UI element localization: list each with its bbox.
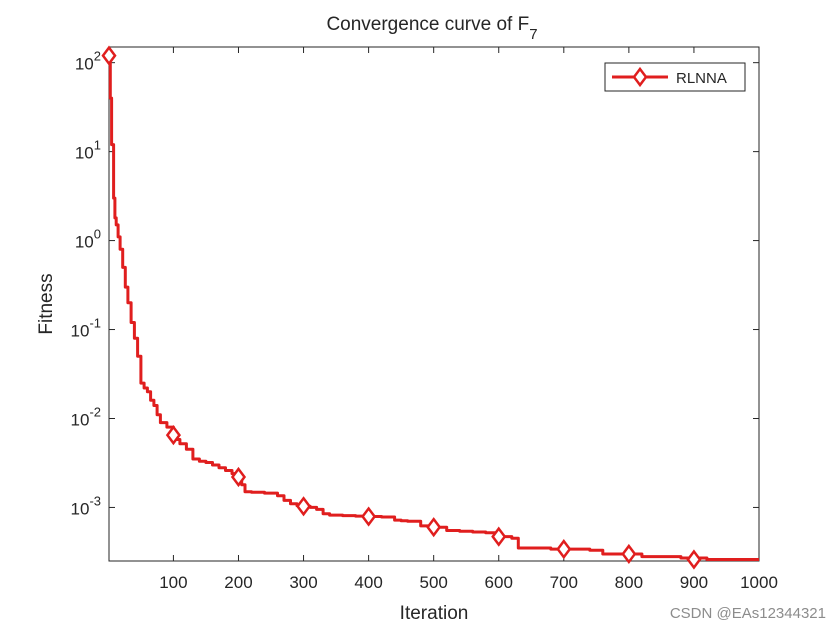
- x-tick-label: 200: [224, 573, 252, 592]
- legend-label-rlnna: RLNNA: [676, 70, 727, 87]
- x-tick-label: 400: [354, 573, 382, 592]
- data-marker: [361, 506, 377, 527]
- y-tick-label: 10-3: [71, 493, 101, 518]
- chart-title-main: Convergence curve of F: [326, 14, 529, 35]
- y-tick-label: 100: [75, 227, 101, 252]
- plot-area: [108, 46, 760, 562]
- y-tick-label: 10-2: [71, 404, 101, 429]
- data-marker: [165, 425, 181, 446]
- series-line-rlnna: [108, 54, 759, 561]
- data-marker: [101, 45, 117, 66]
- x-tick-label: 500: [419, 573, 447, 592]
- y-axis-title: Fitness: [36, 273, 57, 334]
- x-tick-label: 100: [159, 573, 187, 592]
- data-marker: [230, 466, 247, 488]
- x-tick-label: 1000: [740, 573, 778, 592]
- series-layer: [101, 45, 759, 570]
- x-tick-label: 800: [615, 573, 643, 592]
- y-tick-label: 101: [75, 138, 101, 163]
- y-tick-label: 10-1: [71, 316, 101, 341]
- data-marker: [556, 539, 572, 560]
- data-marker: [686, 549, 702, 570]
- x-axis-title: Iteration: [400, 603, 469, 624]
- data-marker: [426, 517, 442, 538]
- x-tick-label: 600: [485, 573, 513, 592]
- x-tick-label: 700: [550, 573, 578, 592]
- x-tick-label: 900: [680, 573, 708, 592]
- legend-marker-rlnna: [632, 66, 648, 88]
- data-marker: [295, 496, 312, 517]
- legend: RLNNA: [604, 62, 746, 92]
- chart-title-subscript: 7: [529, 26, 537, 43]
- data-marker: [621, 543, 637, 565]
- watermark: CSDN @EAs12344321: [669, 605, 826, 622]
- y-axis: 10-3 10-2 10-1 100 101 102: [71, 49, 759, 518]
- y-tick-label: 102: [75, 49, 101, 74]
- chart-title: Convergence curve of F7: [326, 14, 537, 43]
- data-marker: [491, 526, 507, 547]
- x-tick-label: 300: [289, 573, 317, 592]
